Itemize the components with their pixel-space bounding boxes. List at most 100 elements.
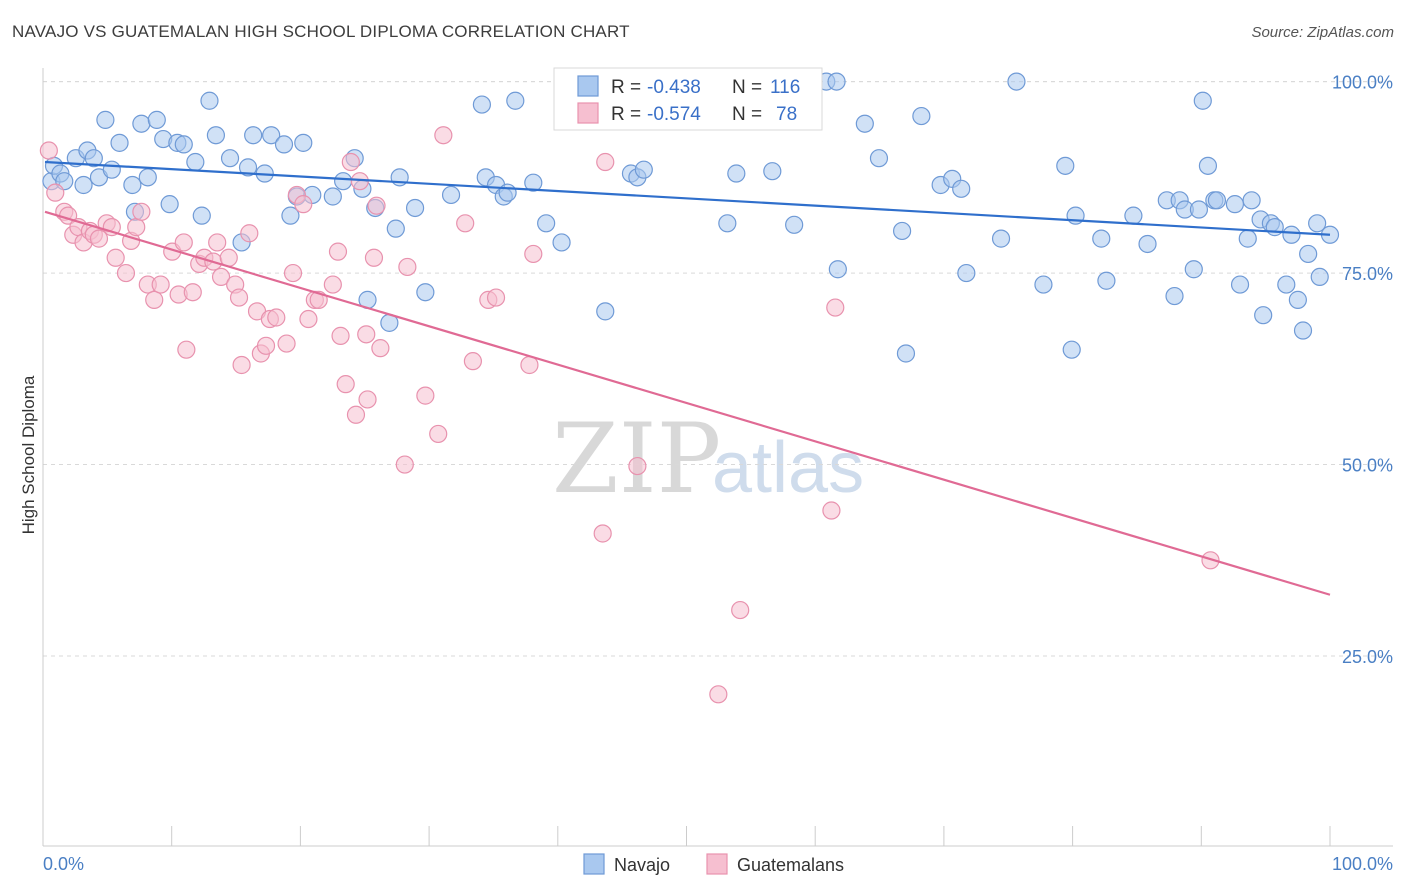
- guatemalan-point: [116, 263, 136, 283]
- legend-swatch-navajo: [577, 75, 599, 97]
- guatemalan-point: [208, 233, 227, 252]
- navajo-point: [294, 133, 313, 152]
- navajo-point: [1124, 206, 1143, 225]
- guatemalan-point: [294, 195, 313, 214]
- navajo-point: [596, 302, 615, 321]
- guatemalan-point: [267, 308, 286, 327]
- bottom-legend-label-navajo: Navajo: [614, 855, 670, 875]
- guatemalan-point: [357, 325, 376, 344]
- navajo-point: [855, 114, 874, 133]
- navajo-point: [827, 72, 846, 91]
- navajo-point: [1189, 200, 1209, 219]
- navajo-point: [537, 214, 556, 233]
- navajo-point: [1288, 290, 1307, 309]
- guatemalan-point: [346, 405, 366, 424]
- guatemalan-point: [328, 242, 348, 261]
- navajo-point: [1207, 191, 1227, 210]
- navajo-point: [138, 168, 157, 187]
- guatemalan-point: [398, 257, 417, 277]
- navajo-point: [441, 185, 461, 205]
- trend-lines: [44, 160, 1331, 596]
- navajo-point: [147, 110, 166, 129]
- y-tick-label: 75.0%: [1342, 264, 1393, 284]
- guatemalan-point: [46, 183, 65, 202]
- guatemalan-point: [364, 248, 384, 267]
- navajo-point: [1056, 156, 1075, 175]
- navajo-point: [718, 214, 737, 233]
- guatemalan-point: [240, 224, 259, 243]
- navajo-point: [244, 126, 263, 145]
- trend-line-guatemalans: [44, 210, 1331, 596]
- bottom-legend-label-guatemalans: Guatemalans: [737, 855, 844, 875]
- top-legend: R = -0.438 N = 116 R = -0.574 N = 78: [553, 67, 823, 131]
- navajo-point: [123, 175, 142, 195]
- guatemalan-point: [371, 339, 390, 358]
- navajo-point: [220, 149, 240, 168]
- guatemalan-point: [174, 233, 193, 252]
- legend-r-label-navajo: R =: [611, 77, 641, 98]
- guatemalan-point: [367, 196, 386, 215]
- navajo-point: [1242, 191, 1261, 210]
- navajo-point: [262, 126, 281, 145]
- guatemalan-point: [323, 275, 342, 294]
- navajo-point: [912, 106, 931, 126]
- chart-title: NAVAJO VS GUATEMALAN HIGH SCHOOL DIPLOMA…: [12, 22, 630, 41]
- bottom-legend: Navajo Guatemalans: [583, 853, 844, 875]
- navajo-point: [206, 126, 226, 145]
- legend-r-label-guatemalans: R =: [611, 104, 641, 125]
- guatemalan-point: [145, 290, 164, 309]
- navajo-point: [238, 158, 258, 177]
- navajo-point: [1007, 72, 1026, 91]
- bottom-legend-swatch-guatemalans: [706, 853, 728, 875]
- guatemalan-point: [416, 386, 435, 405]
- guatemalan-point: [151, 275, 170, 294]
- guatemalan-point: [229, 288, 249, 307]
- navajo-point: [174, 135, 193, 154]
- guatemalan-point: [183, 283, 202, 302]
- trend-line-navajo: [44, 160, 1331, 236]
- navajo-point: [200, 91, 219, 110]
- navajo-point: [869, 149, 889, 168]
- navajo-point: [1282, 225, 1301, 244]
- legend-n-label-guatemalans: N =: [732, 104, 762, 125]
- guatemalan-point: [709, 685, 728, 704]
- guatemalan-point: [434, 126, 453, 145]
- legend-n-label-navajo: N =: [732, 77, 762, 98]
- guatemalan-point: [628, 456, 647, 476]
- x-tick-label-min: 0.0%: [43, 854, 84, 874]
- navajo-point: [323, 187, 342, 206]
- navajo-point: [1097, 271, 1116, 290]
- guatemalan-point: [211, 267, 231, 287]
- axes: [42, 68, 1393, 847]
- navajo-point: [1184, 260, 1203, 279]
- guatemalan-point: [127, 218, 146, 237]
- navajo-point: [110, 133, 129, 152]
- legend-r-value-navajo: -0.438: [647, 77, 701, 98]
- top-legend-box: [553, 67, 823, 131]
- guatemalan-point: [39, 141, 58, 160]
- guatemalan-point: [331, 326, 350, 345]
- guatemalan-point: [596, 152, 615, 172]
- guatemalan-point: [826, 298, 845, 317]
- navajo-point: [828, 260, 847, 279]
- guatemalan-point: [299, 309, 318, 329]
- guatemalan-point: [524, 244, 543, 264]
- guatemalan-point: [429, 424, 448, 444]
- guatemalan-point: [1201, 551, 1220, 570]
- guatemalan-point: [336, 375, 355, 394]
- guatemalan-point: [358, 390, 377, 409]
- navajo-point: [1034, 275, 1053, 294]
- navajo-point: [84, 149, 103, 168]
- navajo-point: [1254, 306, 1273, 325]
- navajo-point: [1277, 275, 1296, 294]
- navajo-point: [1165, 286, 1184, 306]
- guatemalan-point: [731, 600, 750, 620]
- guatemalan-point: [822, 501, 841, 520]
- guatemalan-point: [395, 455, 414, 474]
- navajo-point: [132, 114, 151, 133]
- navajo-point: [186, 152, 205, 172]
- guatemalan-point: [277, 334, 296, 353]
- navajo-point: [472, 95, 491, 114]
- navajo-point: [1193, 91, 1212, 110]
